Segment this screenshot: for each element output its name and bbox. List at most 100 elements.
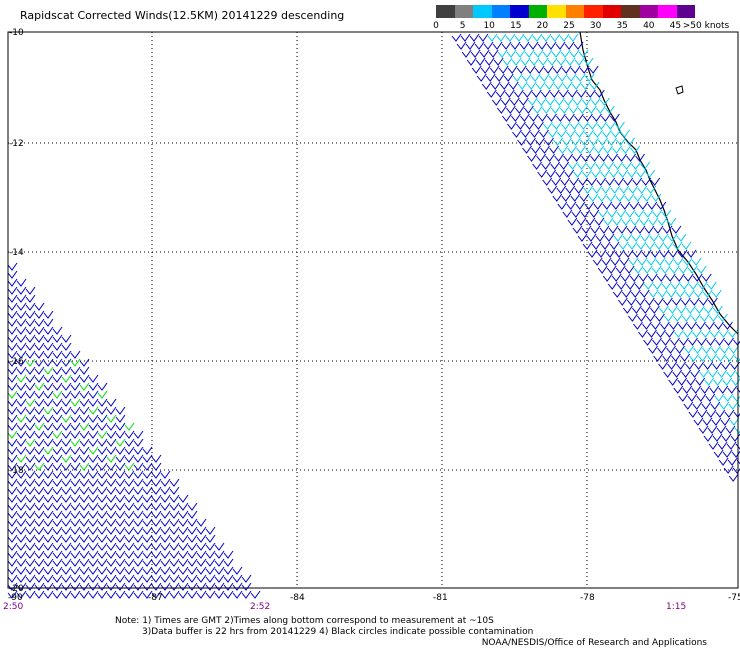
wind-barb [61, 454, 72, 463]
wind-barb [632, 249, 643, 258]
wind-barb [79, 510, 90, 519]
wind-barb [97, 486, 108, 495]
wind-barb [733, 339, 740, 346]
wind-barb [16, 574, 27, 583]
wind-barb [178, 510, 189, 519]
wind-barb [677, 249, 688, 258]
wind-barb [34, 590, 45, 599]
wind-barb [630, 145, 640, 154]
wind-barb [524, 49, 535, 58]
wind-barb [505, 33, 516, 42]
wind-barb [43, 462, 54, 471]
wind-barb [124, 478, 135, 487]
wind-barb [196, 582, 207, 591]
wind-barb [549, 145, 559, 154]
lon-tick-label: -78 [580, 593, 595, 603]
wind-barb [160, 582, 171, 591]
wind-barb [651, 265, 662, 274]
wind-barb [52, 438, 63, 447]
wind-barb [34, 582, 45, 591]
wind-barb [600, 241, 611, 250]
wind-barb [597, 265, 608, 274]
wind-barb [70, 462, 81, 471]
wind-barb [106, 446, 117, 455]
wind-barb [97, 558, 108, 567]
map-grid [8, 32, 738, 588]
wind-barb [539, 129, 549, 138]
wind-barb [160, 550, 171, 559]
wind-barb [25, 510, 36, 519]
wind-barb [615, 265, 626, 274]
wind-barb [169, 558, 180, 567]
wind-barb [592, 113, 602, 122]
wind-barb [52, 558, 63, 567]
wind-barb [534, 121, 544, 130]
wind-barb [507, 121, 517, 130]
island-path [675, 85, 684, 95]
wind-barb [559, 161, 570, 170]
wind-barb [16, 462, 27, 471]
wind-barb [7, 502, 18, 511]
wind-barb [196, 550, 207, 559]
wind-barb [702, 289, 713, 298]
wind-barb [178, 590, 189, 599]
wind-barb [483, 41, 494, 50]
wind-barb [642, 193, 653, 202]
wind-barb [494, 73, 505, 82]
wind-barb [79, 478, 90, 487]
wind-barb [25, 406, 36, 415]
wind-barb [79, 374, 90, 383]
wind-barb [169, 582, 180, 591]
wind-barb [612, 289, 623, 298]
wind-barb [643, 281, 654, 290]
wind-barb [545, 153, 556, 162]
wind-barb [124, 566, 135, 575]
wind-barb [70, 414, 81, 423]
wind-barb [579, 193, 590, 202]
wind-barb [734, 355, 740, 362]
wind-barb [196, 558, 207, 567]
wind-barb [97, 462, 108, 471]
wind-barb [481, 81, 492, 90]
wind-barb [589, 137, 599, 146]
wind-barb [571, 209, 582, 218]
wind-barb [567, 145, 577, 154]
wind-barb [564, 41, 575, 50]
colorbar-swatch [454, 5, 473, 18]
wind-barb [7, 310, 18, 319]
wind-barb [61, 542, 72, 551]
wind-barb [25, 438, 36, 447]
wind-barb [16, 278, 27, 287]
wind-barb [16, 566, 27, 575]
wind-barb [635, 153, 646, 162]
wind-barb [550, 161, 561, 170]
wind-barb [657, 289, 668, 298]
wind-barb [619, 185, 630, 194]
wind-barb [79, 542, 90, 551]
wind-barb [25, 358, 36, 367]
wind-barb [619, 257, 630, 266]
wind-barb [43, 326, 54, 335]
coastline-path [579, 31, 739, 335]
wind-barb [560, 49, 571, 58]
wind-barb [649, 233, 660, 242]
wind-barb [580, 81, 591, 90]
wind-barb [7, 558, 18, 567]
wind-barb [587, 177, 598, 186]
wind-barb [25, 342, 36, 351]
wind-barb [34, 366, 45, 375]
wind-barb [142, 446, 153, 455]
wind-barb [562, 81, 573, 90]
wind-barb [478, 33, 489, 42]
wind-barb [562, 209, 573, 218]
wind-barb [61, 574, 72, 583]
colorbar-label: 10 [483, 21, 495, 31]
colorbar-swatch [436, 5, 455, 18]
wind-barb [151, 518, 162, 527]
wind-barb [538, 57, 549, 66]
wind-barb [520, 57, 531, 66]
wind-barb [7, 422, 18, 431]
wind-barb [526, 137, 536, 146]
wind-barb [7, 550, 18, 559]
wind-barb [61, 582, 72, 591]
